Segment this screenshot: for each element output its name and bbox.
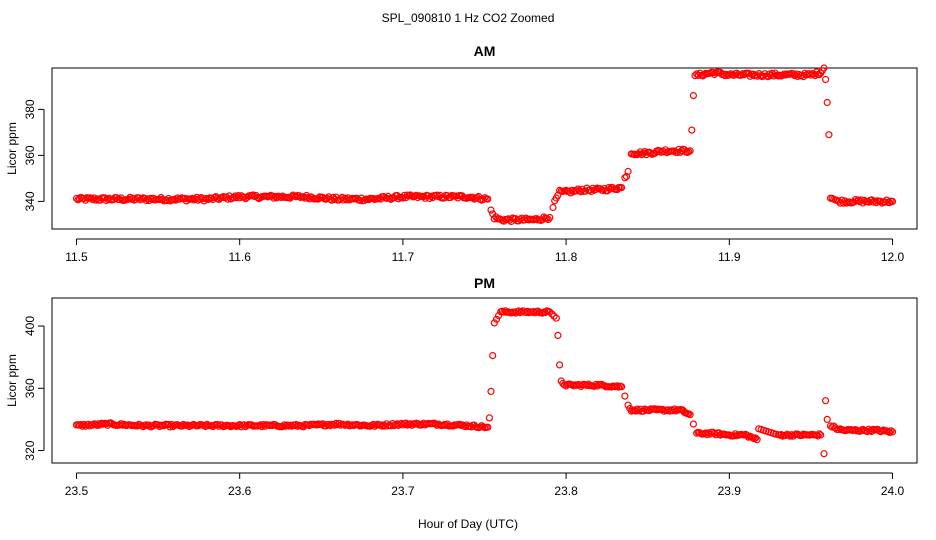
- data-point: [554, 331, 562, 339]
- data-point: [92, 196, 100, 204]
- data-point: [693, 70, 701, 78]
- x-tick-label-pm: 23.6: [228, 484, 252, 498]
- data-point: [820, 450, 828, 458]
- data-point: [213, 421, 221, 429]
- data-point: [490, 319, 498, 327]
- data-point: [484, 423, 492, 431]
- data-point: [613, 382, 621, 390]
- chart-panel-pm: PM 23.5 23.6 23.7 23.8 23.9 24.0 320 360 400 Licor…: [5, 275, 918, 498]
- data-point: [685, 148, 693, 156]
- y-tick-label-pm: 360: [23, 378, 37, 398]
- y-axis-label-am: Licor ppm: [5, 122, 19, 175]
- data-point: [326, 422, 334, 430]
- x-tick-label-am: 11.6: [228, 250, 251, 264]
- data-point: [550, 312, 558, 320]
- y-axis-label-pm: Licor ppm: [5, 354, 19, 407]
- x-tick-label-am: 12.0: [881, 250, 905, 264]
- data-point: [845, 198, 854, 206]
- figure-x-axis-label: Hour of Day (UTC): [418, 517, 518, 531]
- data-point: [825, 131, 833, 139]
- y-tick-label-am: 380: [23, 99, 37, 119]
- x-tick-label-pm: 23.7: [391, 484, 415, 498]
- data-point: [887, 427, 895, 435]
- plot-frame-am: [51, 67, 918, 230]
- data-point: [484, 195, 492, 203]
- data-point: [544, 215, 552, 224]
- x-tick-label-pm: 23.9: [718, 484, 742, 498]
- data-point: [621, 174, 629, 182]
- data-points-am: [72, 64, 897, 226]
- data-point: [487, 387, 495, 395]
- data-point: [599, 186, 607, 195]
- data-point: [555, 361, 564, 369]
- data-point: [686, 147, 694, 155]
- data-point: [821, 397, 830, 405]
- data-point: [688, 126, 696, 134]
- x-tick-label-pm: 23.8: [554, 484, 578, 498]
- figure-title: SPL_090810 1 Hz CO2 Zoomed: [382, 11, 555, 25]
- plot-frame-pm: [51, 297, 918, 464]
- data-point: [624, 167, 632, 176]
- y-tick-label-am: 340: [23, 191, 37, 211]
- x-tick-label-am: 11.5: [65, 250, 88, 264]
- x-tick-label-am: 11.8: [555, 250, 578, 264]
- x-tick-label-am: 11.9: [718, 250, 741, 264]
- data-point: [617, 184, 626, 192]
- data-point: [786, 432, 794, 440]
- data-point: [689, 91, 698, 100]
- data-point: [885, 428, 894, 436]
- x-tick-label-pm: 24.0: [881, 484, 905, 498]
- data-point: [817, 431, 825, 439]
- data-point: [621, 392, 629, 400]
- data-point: [455, 420, 463, 428]
- data-point: [753, 436, 761, 444]
- data-point: [546, 213, 554, 222]
- chart-panel-am: AM 11.5 11.6 11.7 11.8 11.9 12.0 340 360 380 Licor…: [5, 43, 918, 264]
- data-point: [552, 314, 560, 322]
- data-point: [823, 98, 831, 107]
- data-point: [823, 415, 831, 423]
- data-point: [479, 195, 487, 204]
- panel-title-am: AM: [474, 43, 496, 59]
- data-point: [815, 430, 823, 438]
- data-point: [487, 206, 495, 214]
- y-tick-label-am: 360: [23, 145, 37, 165]
- data-point: [888, 197, 897, 205]
- data-point: [686, 411, 694, 419]
- data-point: [751, 434, 760, 442]
- data-point: [546, 308, 554, 316]
- data-point: [689, 420, 698, 428]
- x-tick-label-am: 11.7: [392, 250, 415, 264]
- data-point: [888, 428, 897, 436]
- data-point: [820, 64, 828, 72]
- data-point: [495, 312, 503, 320]
- data-point: [485, 414, 493, 422]
- panel-title-pm: PM: [474, 275, 495, 291]
- data-points-pm: [72, 307, 897, 458]
- y-tick-label-pm: 400: [23, 316, 37, 336]
- data-point: [617, 383, 626, 391]
- data-point: [492, 315, 501, 323]
- x-tick-label-pm: 23.5: [65, 484, 89, 498]
- data-point: [821, 75, 830, 84]
- data-point: [489, 352, 497, 360]
- y-tick-label-pm: 320: [23, 440, 37, 460]
- data-point: [548, 310, 556, 318]
- data-point: [549, 203, 557, 212]
